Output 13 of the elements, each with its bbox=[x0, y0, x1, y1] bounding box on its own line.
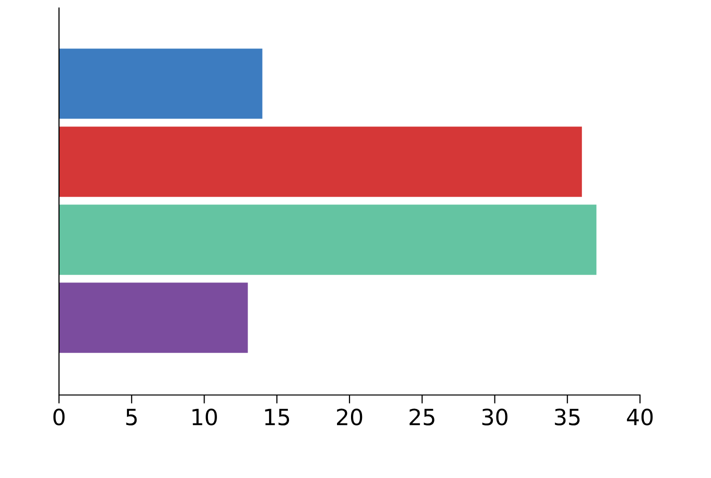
x-tick-label: 20 bbox=[336, 408, 362, 426]
x-tick-label: 40 bbox=[626, 408, 653, 426]
bar bbox=[59, 126, 582, 197]
x-tick-label: 0 bbox=[53, 408, 65, 426]
x-tick-label: 25 bbox=[410, 408, 434, 426]
x-tick-label: 35 bbox=[554, 408, 580, 426]
x-tick-label: 10 bbox=[192, 408, 217, 426]
bar bbox=[59, 48, 262, 119]
x-tick-label: 5 bbox=[126, 408, 137, 426]
bar bbox=[59, 282, 248, 353]
bar bbox=[59, 204, 596, 275]
x-tick-label: 15 bbox=[265, 408, 290, 426]
x-tick-label: 30 bbox=[482, 408, 508, 426]
